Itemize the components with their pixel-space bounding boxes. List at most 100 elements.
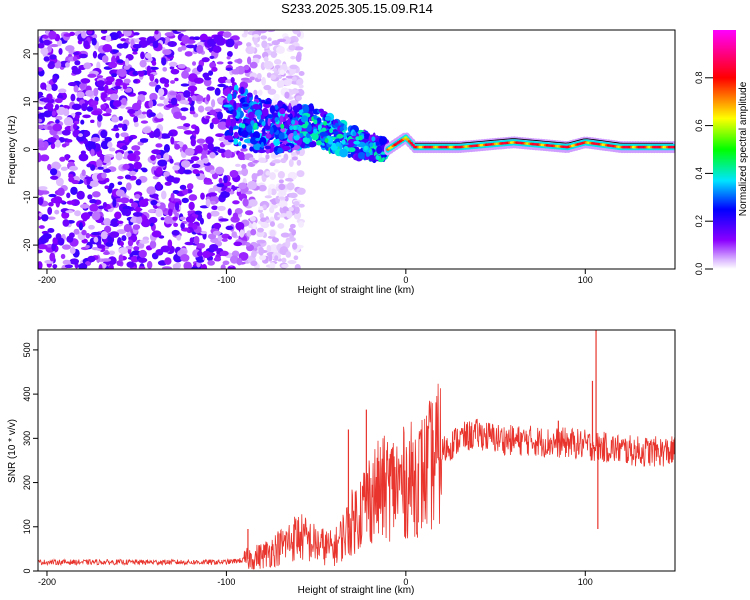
heatmap-cell <box>290 151 297 156</box>
heatmap-cell <box>190 138 197 147</box>
heatmap-cell <box>252 34 260 38</box>
heatmap-cell <box>54 97 63 104</box>
heatmap-cell <box>246 96 250 104</box>
heatmap-cell <box>255 137 261 141</box>
heatmap-cell <box>358 135 363 141</box>
heatmap-cell <box>191 95 197 102</box>
heatmap-cell <box>203 78 212 87</box>
heatmap-cell <box>222 31 232 38</box>
heatmap-cell <box>254 109 263 117</box>
heatmap-cell <box>227 50 233 58</box>
heatmap-cell <box>48 193 57 198</box>
heatmap-cell <box>60 166 68 171</box>
heatmap-cell <box>263 84 272 91</box>
heatmap-cell <box>120 38 127 42</box>
heatmap-cell <box>131 145 141 151</box>
heatmap-cell <box>323 120 328 126</box>
heatmap-cell <box>104 225 112 234</box>
heatmap-cell <box>298 203 305 208</box>
heatmap-cell <box>87 30 93 35</box>
heatmap-cell <box>86 176 91 186</box>
heatmap-cell <box>249 76 255 81</box>
heatmap-cell <box>371 136 376 142</box>
heatmap-cell <box>61 143 67 148</box>
heatmap-cell <box>405 138 410 141</box>
heatmap-cell <box>233 241 243 247</box>
heatmap-cell <box>183 123 191 128</box>
heatmap-cell <box>211 205 218 210</box>
heatmap-cell <box>216 111 223 120</box>
heatmap-cell <box>149 73 155 82</box>
heatmap-cell <box>57 237 65 246</box>
heatmap-cell <box>133 121 139 128</box>
heatmap-cell <box>104 185 109 190</box>
heatmap-cell <box>109 32 119 41</box>
heatmap-cell <box>287 118 291 126</box>
heatmap-cell <box>260 217 267 223</box>
heatmap-cell <box>107 256 117 266</box>
heatmap-cell <box>296 170 305 178</box>
heatmap-cell <box>51 83 58 92</box>
heatmap-cell <box>78 53 88 59</box>
heatmap-cell <box>209 169 216 175</box>
heatmap-cell <box>235 163 241 167</box>
heatmap-cell <box>65 210 74 214</box>
heatmap-cell <box>295 54 302 63</box>
heatmap-cell <box>279 200 288 208</box>
heatmap-cell <box>336 133 344 139</box>
heatmap-cell <box>55 177 64 187</box>
heatmap-cell <box>38 249 43 254</box>
heatmap-cell <box>176 94 182 102</box>
heatmap-cell <box>190 87 195 96</box>
heatmap-cell <box>261 40 268 49</box>
heatmap-cell <box>250 120 255 126</box>
heatmap-cell <box>247 92 253 98</box>
heatmap-cell <box>78 83 86 89</box>
heatmap-cell <box>168 208 173 217</box>
heatmap-cell <box>271 40 280 46</box>
y-tick-label: 200 <box>22 475 32 490</box>
heatmap-cell <box>265 154 270 160</box>
heatmap-cell <box>78 153 89 162</box>
heatmap-cell <box>218 177 223 184</box>
ridge-line <box>414 138 674 144</box>
heatmap-cell <box>209 109 216 115</box>
heatmap-cell <box>102 113 112 117</box>
heatmap-cell <box>271 237 280 243</box>
heatmap-cell <box>105 241 114 247</box>
heatmap-cell <box>146 65 151 74</box>
heatmap-cell <box>176 30 187 33</box>
heatmap-cell <box>194 210 203 215</box>
heatmap-cell <box>273 59 282 65</box>
heatmap-cell <box>404 136 408 139</box>
heatmap-cell <box>207 233 217 240</box>
heatmap-cell <box>291 156 298 161</box>
heatmap-cell <box>184 147 195 156</box>
heatmap-cell <box>293 46 304 51</box>
heatmap-cell <box>131 102 142 111</box>
heatmap-cell <box>285 177 293 182</box>
heatmap-cell <box>220 191 230 199</box>
heatmap-cell <box>180 83 190 87</box>
heatmap-cell <box>65 154 70 161</box>
heatmap-cell <box>295 149 301 155</box>
heatmap-cell <box>302 104 310 114</box>
heatmap-cell <box>133 161 142 170</box>
heatmap-cell <box>233 101 237 111</box>
heatmap-cell <box>83 130 89 138</box>
heatmap-cell <box>316 140 322 146</box>
heatmap-cell <box>40 47 50 55</box>
heatmap-cell <box>186 183 194 190</box>
heatmap-cell <box>170 68 180 75</box>
heatmap-cell <box>209 61 217 69</box>
heatmap-cell <box>132 51 138 55</box>
heatmap-cell <box>234 43 239 50</box>
colorbar-gradient <box>713 30 736 269</box>
heatmap-cell <box>223 175 228 184</box>
heatmap-cell <box>232 200 240 205</box>
heatmap-cell <box>241 167 249 177</box>
heatmap-cell <box>111 73 117 78</box>
heatmap-cell <box>45 102 54 110</box>
heatmap-cell <box>104 80 113 86</box>
